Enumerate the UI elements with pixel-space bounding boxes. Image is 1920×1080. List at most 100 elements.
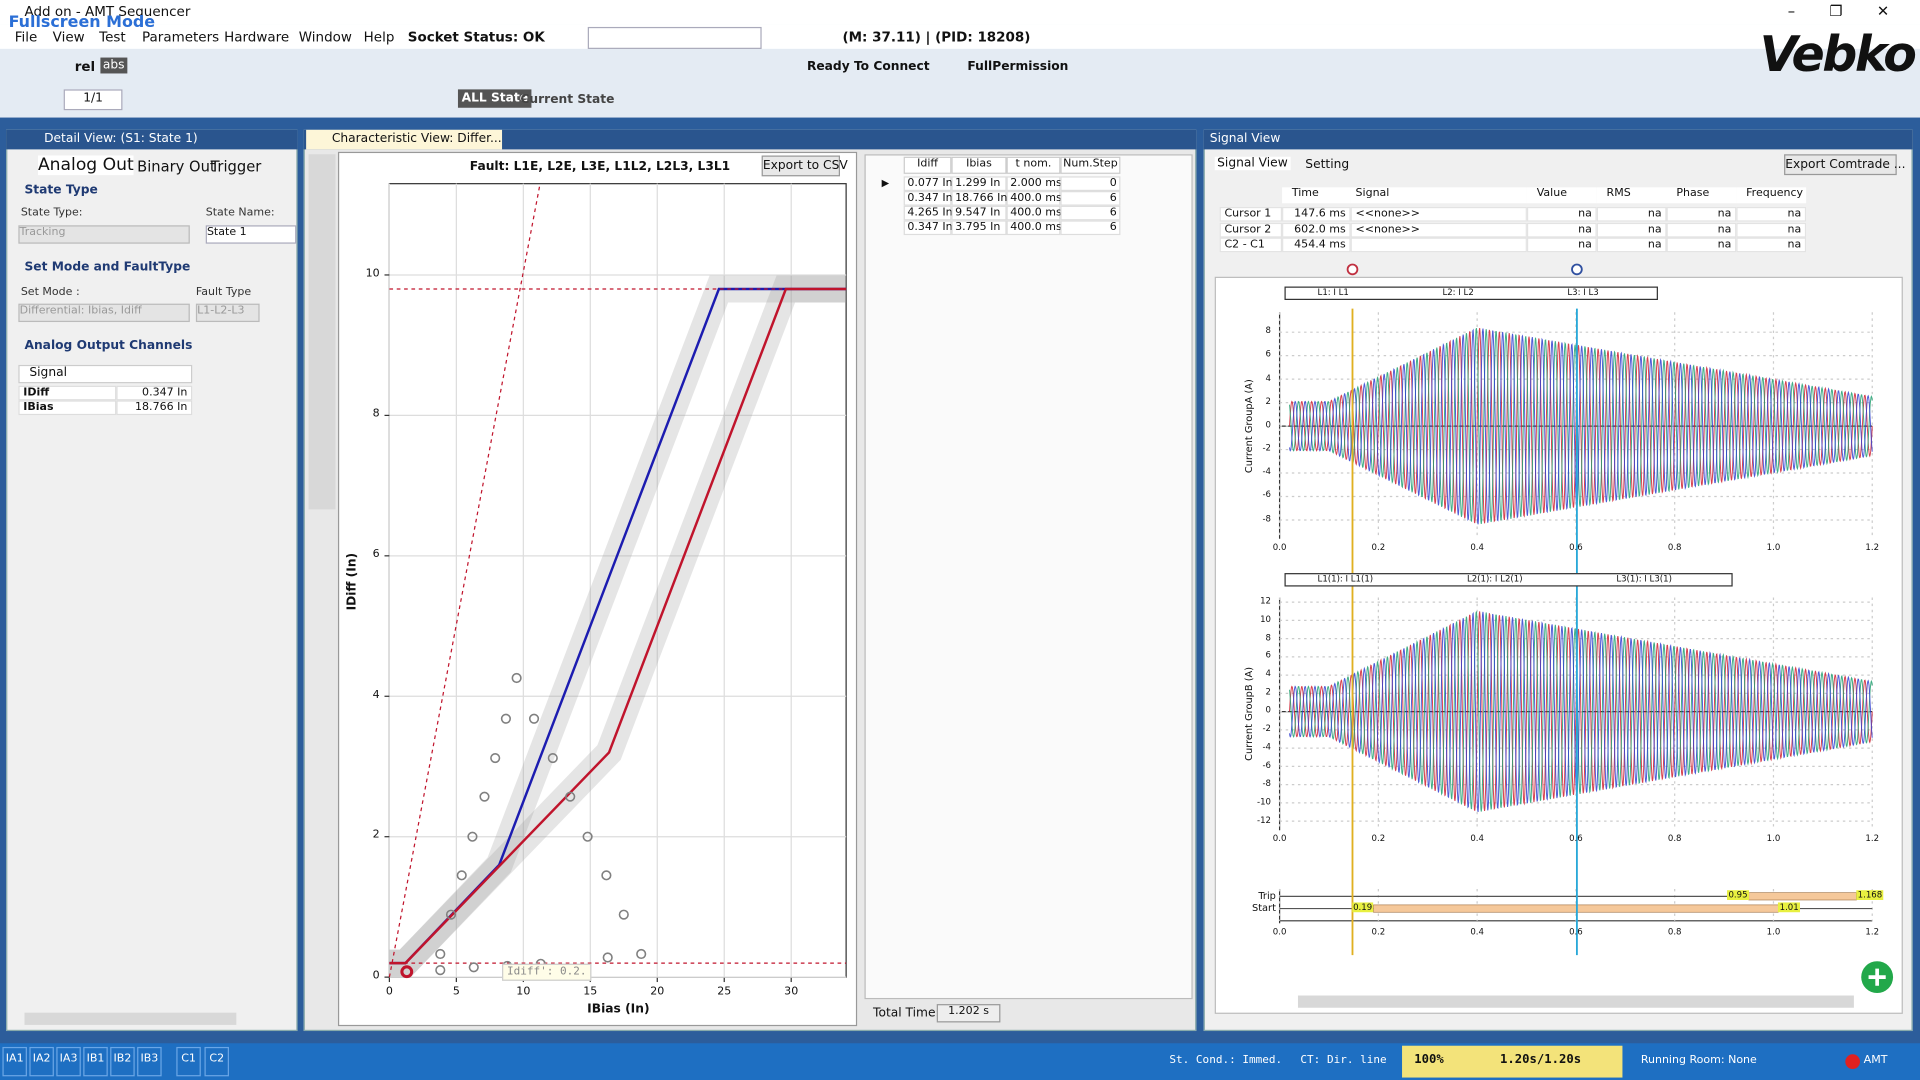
x-tick-label: 0.6: [1569, 927, 1583, 937]
channel-button[interactable]: C1: [176, 1047, 200, 1076]
combo[interactable]: Tracking: [18, 225, 189, 243]
text-input[interactable]: State 1: [206, 225, 297, 243]
label: Fault Type: [196, 287, 251, 299]
y-tick-label: 6: [1266, 651, 1271, 661]
table-cell[interactable]: 3.795 In: [951, 220, 1006, 235]
y-tick-label: -8: [1262, 778, 1271, 788]
tab[interactable]: Setting: [1305, 158, 1349, 171]
table-cell[interactable]: 0: [1060, 176, 1120, 191]
tab[interactable]: Trigger: [211, 158, 262, 175]
channel-button[interactable]: IB2: [110, 1047, 134, 1076]
table-cell: 18.766 In: [116, 400, 192, 415]
y-tick-label: 4: [1266, 669, 1271, 679]
search-box[interactable]: [588, 27, 762, 49]
status-text: 1.20s/1.20s: [1500, 1053, 1581, 1066]
table-cell[interactable]: 400.0 ms: [1007, 220, 1061, 235]
x-tick-label: 1.2: [1865, 834, 1879, 844]
table-cell[interactable]: 2.000 ms: [1007, 176, 1061, 191]
menu-item[interactable]: Hardware: [224, 29, 289, 45]
row-marker: ▶: [882, 178, 890, 189]
channel-button[interactable]: IB1: [83, 1047, 107, 1076]
table-cell[interactable]: 18.766 In: [951, 191, 1006, 206]
table-cell: na: [1736, 207, 1806, 222]
table-cell[interactable]: 6: [1060, 220, 1120, 235]
table-cell: <<none>>: [1351, 207, 1527, 222]
y-axis-label: IDiff (In): [346, 553, 359, 611]
table-cell: IBias: [18, 400, 116, 415]
menu-item[interactable]: View: [53, 29, 85, 45]
table-cell: 147.6 ms: [1282, 207, 1351, 222]
section-title: Set Mode and FaultType: [24, 261, 190, 274]
tab[interactable]: Binary Out: [137, 158, 216, 175]
table-cell[interactable]: 0.347 In: [904, 220, 952, 235]
y-tick-label: -8: [1262, 514, 1271, 524]
table-cell[interactable]: 0.347 In: [904, 191, 952, 206]
y-tick-label: 8: [1266, 326, 1271, 336]
x-tick-label: 0.0: [1273, 542, 1287, 552]
rel-button[interactable]: rel: [75, 59, 95, 75]
toolbar: [0, 49, 1920, 118]
x-tick-label: 1.0: [1767, 834, 1781, 844]
label: Total Time:: [873, 1007, 940, 1020]
channel-button[interactable]: IA3: [56, 1047, 80, 1076]
tab-title[interactable]: Characteristic View: Differ...: [332, 132, 502, 145]
x-tick-label: 25: [717, 986, 731, 998]
tooltip: Idiff': 0.2.: [502, 964, 591, 981]
combo[interactable]: Differential: Ibias, Idiff: [18, 304, 189, 322]
table-cell: na: [1527, 238, 1597, 253]
table-cell[interactable]: 4.265 In: [904, 206, 952, 221]
export-button[interactable]: Export to CSV: [762, 156, 840, 177]
table-cell[interactable]: 6: [1060, 206, 1120, 221]
channel-button[interactable]: IA1: [2, 1047, 26, 1076]
menu-item[interactable]: Parameters: [142, 29, 219, 45]
plot-tools[interactable]: [309, 154, 336, 509]
table-cell[interactable]: 6: [1060, 191, 1120, 206]
section-title: Analog Output Channels: [24, 339, 192, 352]
menu-item[interactable]: File: [15, 29, 38, 45]
channel-button[interactable]: C2: [204, 1047, 228, 1076]
status-text: CT: Dir. line: [1300, 1054, 1386, 1066]
x-tick-label: 1.2: [1865, 542, 1879, 552]
table-cell[interactable]: 1.299 In: [951, 176, 1006, 191]
legend-entry: L1: I L1: [1318, 288, 1349, 298]
table-cell[interactable]: 0.077 In: [904, 176, 952, 191]
tab[interactable]: Analog Out: [38, 156, 134, 176]
legend-entry: L3: I L3: [1567, 288, 1598, 298]
table-cell: 602.0 ms: [1282, 222, 1351, 237]
process-info: (M: 37.11) | (PID: 18208): [842, 29, 1030, 45]
tab[interactable]: Signal View: [1215, 157, 1290, 170]
status-text[interactable]: AMT: [1864, 1054, 1888, 1066]
signal-header: [1204, 130, 1913, 150]
table-cell: na: [1597, 207, 1667, 222]
row-label: Start: [1252, 902, 1276, 913]
title-bar: [0, 0, 1920, 24]
window-controls[interactable]: –❐✕: [1788, 2, 1910, 19]
x-tick-label: 0.4: [1470, 927, 1484, 937]
table-header: RMS: [1597, 187, 1667, 203]
table-cell: C2 - C1: [1220, 238, 1282, 253]
menu-item[interactable]: Test: [99, 29, 126, 45]
value-tag: 1.01: [1778, 902, 1800, 912]
y-tick-label: 6: [373, 548, 380, 560]
y-tick-label: 4: [373, 689, 380, 701]
page-input[interactable]: 1/1: [64, 89, 123, 110]
channel-button[interactable]: IB3: [137, 1047, 161, 1076]
export-button[interactable]: Export Comtrade ...: [1784, 154, 1897, 175]
device-indicator: [1845, 1054, 1860, 1069]
plot-area: [338, 152, 857, 1026]
abs-button[interactable]: abs: [100, 58, 127, 74]
x-tick-label: 0.2: [1372, 542, 1386, 552]
table-cell: Cursor 2: [1220, 222, 1282, 237]
table-cell[interactable]: 400.0 ms: [1007, 191, 1061, 206]
menu-item[interactable]: Window: [299, 29, 352, 45]
channel-button[interactable]: IA2: [29, 1047, 53, 1076]
y-tick-label: -2: [1262, 443, 1271, 453]
scrollbar: [24, 1013, 236, 1025]
section-title: State Type: [24, 184, 97, 197]
combo[interactable]: L1-L2-L3: [196, 304, 260, 322]
menu-item[interactable]: Help: [364, 29, 395, 45]
x-tick-label: 10: [516, 986, 530, 998]
table-cell[interactable]: 400.0 ms: [1007, 206, 1061, 221]
table-cell[interactable]: 9.547 In: [951, 206, 1006, 221]
y-axis-label: Current GroupA (A): [1243, 379, 1254, 473]
